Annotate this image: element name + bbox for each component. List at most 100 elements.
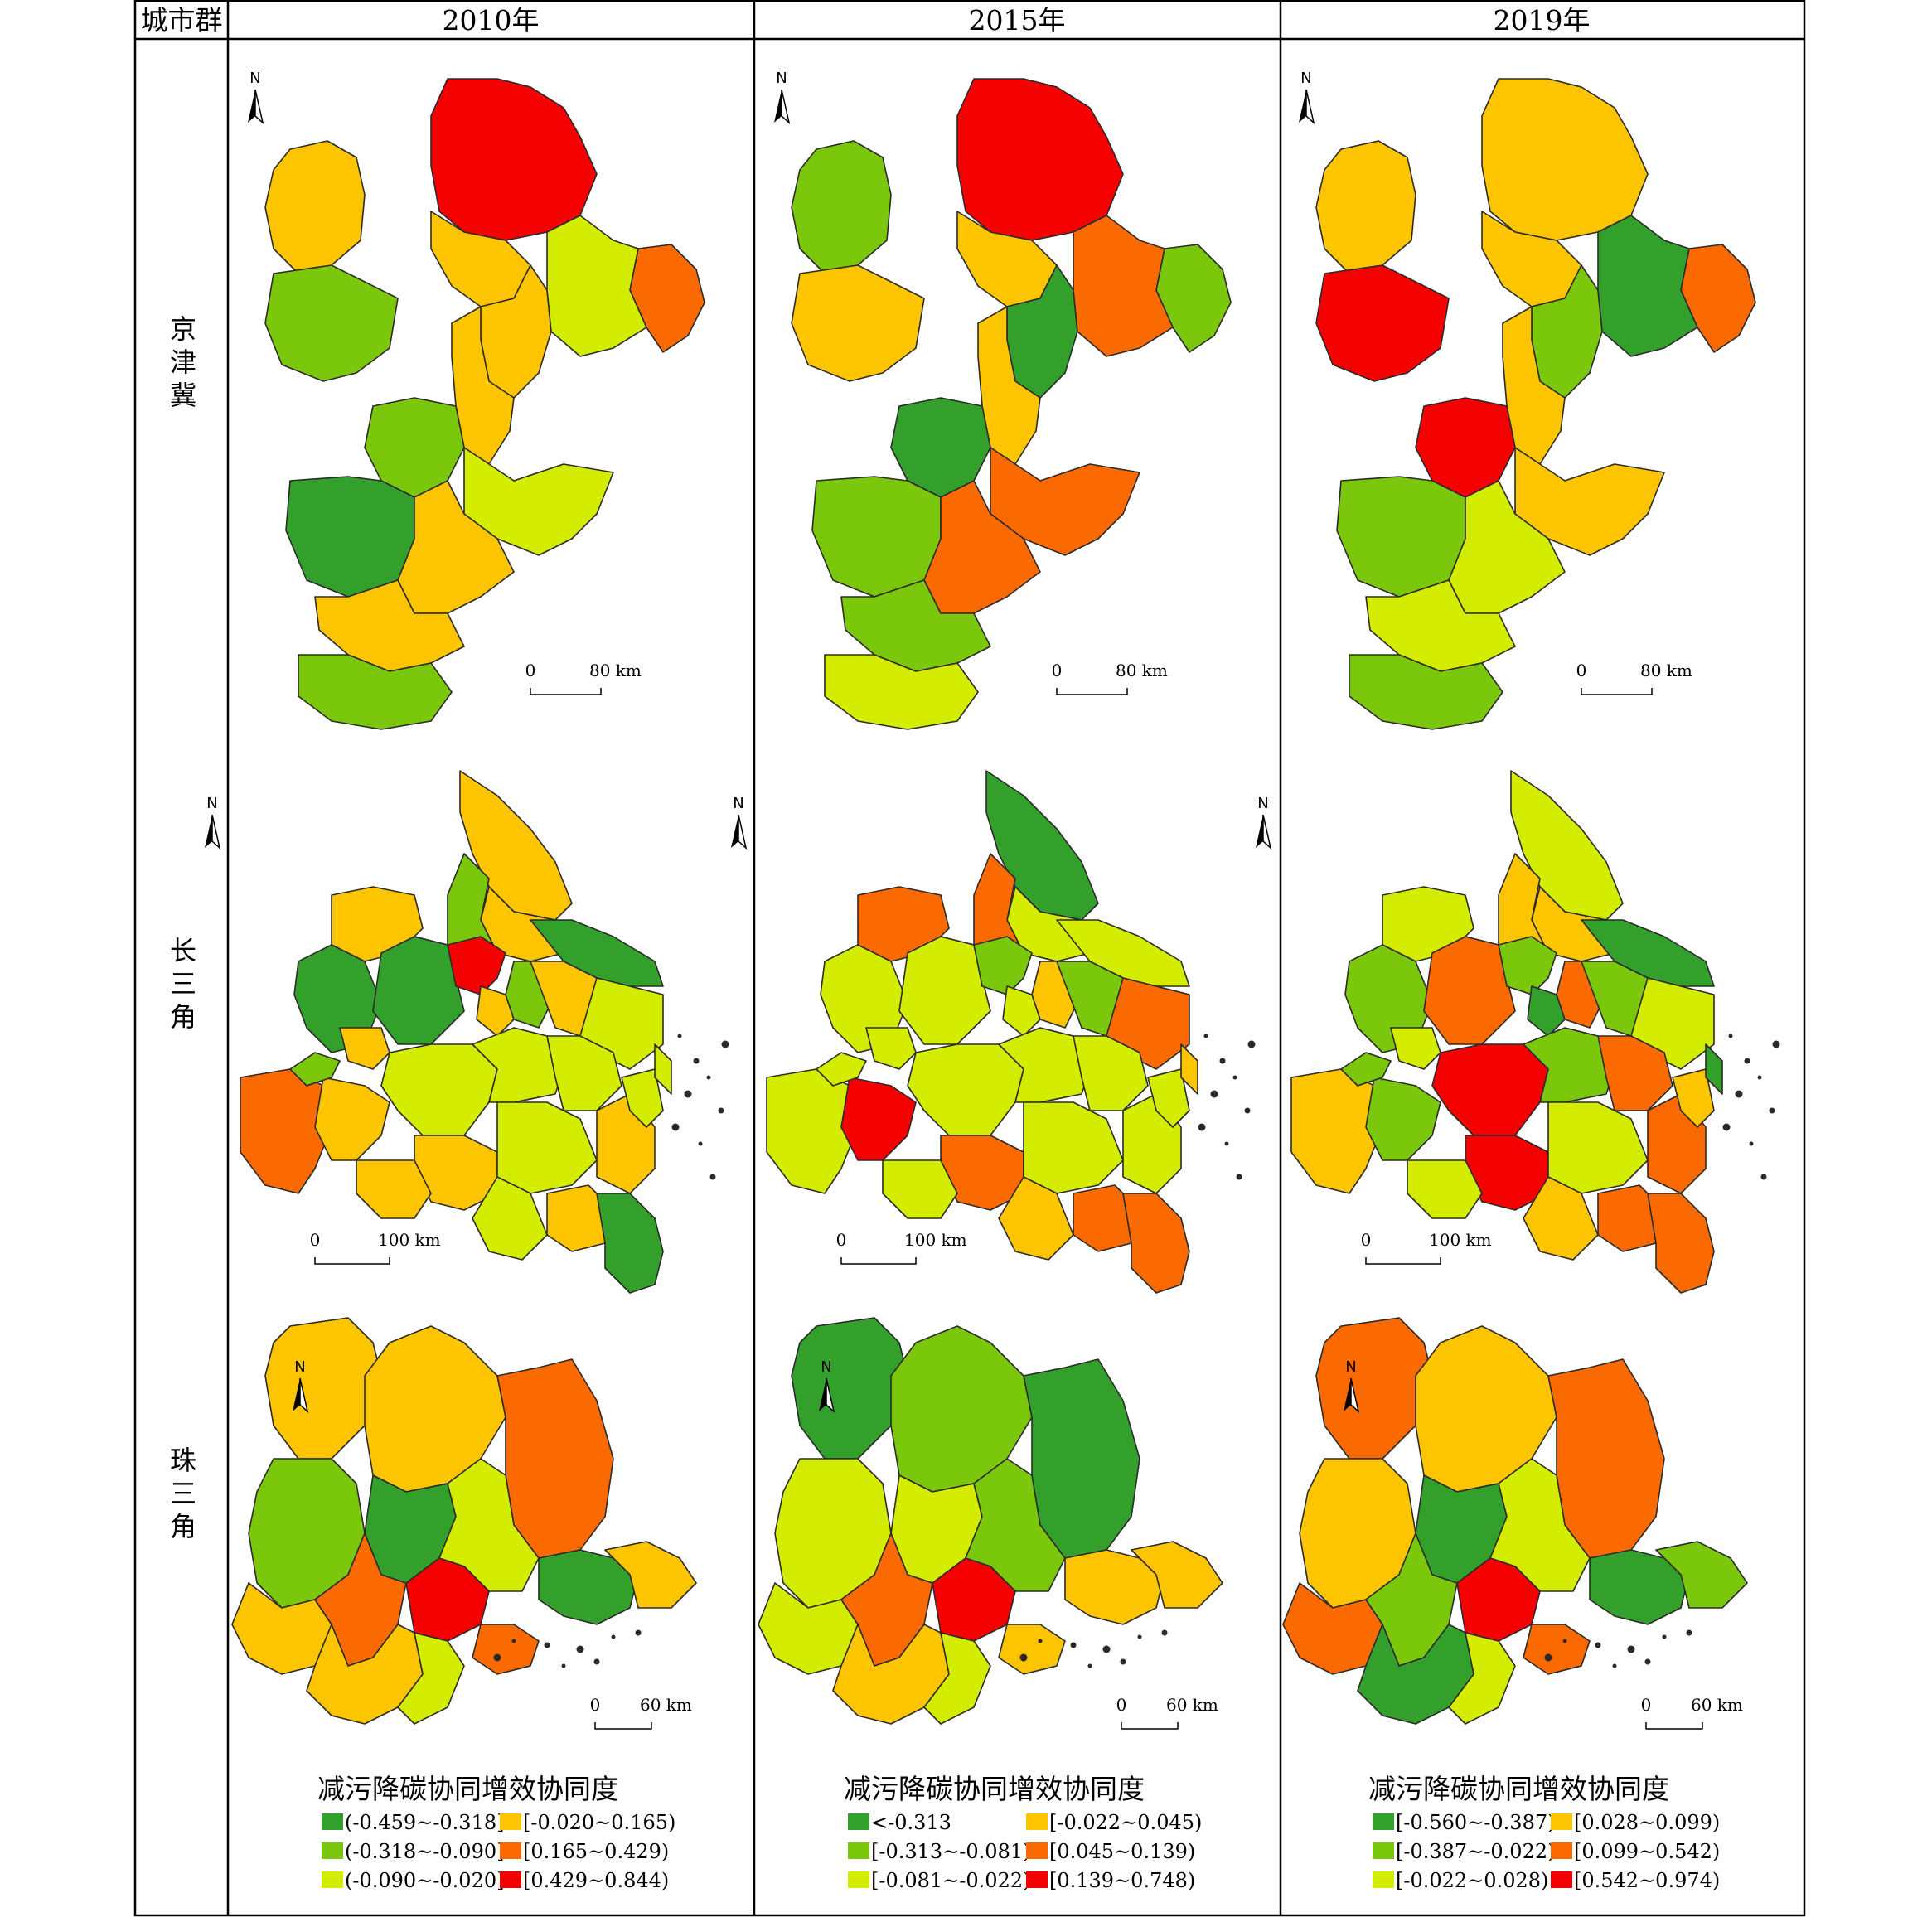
- legend-item-label: (-0.090~-0.020]: [345, 1869, 504, 1892]
- island-csj-2015-6: [1224, 1141, 1229, 1146]
- region-zsj-2015-11: [923, 1632, 991, 1725]
- scale-label-distance: 60 km: [640, 1695, 692, 1715]
- row-label-zsj: 珠三角: [166, 1446, 197, 1546]
- island-zsj-2019-6: [1612, 1663, 1617, 1668]
- scale-label-zero: 0: [836, 1230, 847, 1250]
- region-csj-2010-7: [447, 936, 506, 995]
- region-jjj-2015-13: [824, 654, 979, 730]
- region-csj-2019-25: [1672, 1068, 1715, 1128]
- region-csj-2015-24: [865, 1027, 917, 1070]
- legend-item-label: [0.099~0.542): [1574, 1840, 1720, 1863]
- legend-2010: 减污降碳协同增效协同度 (-0.459~-0.318] (-0.318~-0.090…: [317, 1773, 675, 1892]
- scale-label-zero: 0: [1576, 661, 1587, 680]
- island-zsj-2019-5: [1544, 1653, 1552, 1662]
- region-zsj-2019-13: [1655, 1541, 1748, 1609]
- island-zsj-2010-7: [593, 1658, 600, 1665]
- island-csj-2019-4: [1769, 1107, 1775, 1114]
- region-jjj-2015-5: [791, 264, 925, 382]
- island-csj-2010-6: [698, 1141, 703, 1146]
- region-csj-2019-27: [1705, 1043, 1723, 1095]
- island-csj-2019-1: [1744, 1058, 1750, 1064]
- island-csj-2010-4: [718, 1107, 724, 1114]
- region-jjj-2010-11: [397, 480, 515, 614]
- north-arrow-icon: [1298, 69, 1315, 123]
- legend-2019: 减污降碳协同增效协同度 [-0.560~-0.387) [-0.387~-0.022…: [1368, 1773, 1720, 1892]
- legend-swatch: [1551, 1813, 1572, 1830]
- map-csj-2019: [1290, 770, 1780, 1294]
- region-jjj-2010-12: [314, 579, 465, 672]
- legend-item-label: (-0.459~-0.318]: [345, 1811, 504, 1834]
- region-zsj-2019-11: [1448, 1632, 1516, 1725]
- legend-item-label: (-0.318~-0.090]: [345, 1840, 504, 1863]
- region-zsj-2010-11: [397, 1632, 465, 1725]
- region-csj-2010-18: [496, 1101, 598, 1194]
- scale-bar-jjj-2019: 0 80 km: [1576, 661, 1692, 695]
- north-arrow-icon: [730, 794, 747, 849]
- island-csj-2015-1: [1219, 1058, 1226, 1064]
- legend-item-label: [-0.560~-0.387): [1396, 1811, 1555, 1834]
- region-jjj-2010-0: [264, 140, 366, 274]
- region-jjj-2019-12: [1365, 579, 1516, 672]
- island-zsj-2019-4: [1686, 1629, 1692, 1636]
- region-jjj-2019-0: [1315, 140, 1416, 274]
- region-zsj-2010-8: [538, 1549, 639, 1625]
- scale-bar-jjj-2015: 0 80 km: [1052, 661, 1168, 695]
- region-csj-2019-18: [1547, 1101, 1649, 1194]
- island-zsj-2015-5: [1019, 1653, 1028, 1662]
- region-csj-2015-18: [1023, 1101, 1124, 1194]
- region-jjj-2015-1: [956, 78, 1124, 241]
- island-zsj-2010-3: [611, 1634, 616, 1639]
- region-zsj-2019-2: [1547, 1358, 1665, 1559]
- scale-label-distance: 60 km: [1166, 1695, 1218, 1715]
- region-csj-2019-6: [1423, 936, 1516, 1045]
- region-jjj-2019-1: [1481, 78, 1649, 241]
- legend-swatch: [500, 1842, 521, 1859]
- legend-item-label: [-0.313~-0.081): [871, 1840, 1030, 1863]
- region-csj-2015-7: [973, 936, 1033, 995]
- region-zsj-2015-1: [890, 1325, 1033, 1493]
- region-zsj-2019-12: [1523, 1624, 1591, 1675]
- island-csj-2015-0: [1203, 1034, 1208, 1038]
- region-jjj-2010-10: [285, 476, 415, 598]
- region-csj-2015-13: [840, 1077, 917, 1161]
- island-zsj-2010-0: [511, 1639, 516, 1643]
- scale-label-distance: 60 km: [1691, 1695, 1743, 1715]
- region-jjj-2015-2: [1155, 244, 1232, 353]
- island-zsj-2019-3: [1662, 1634, 1667, 1639]
- region-zsj-2010-6: [438, 1458, 540, 1592]
- island-csj-2015-8: [1247, 1040, 1256, 1048]
- island-csj-2019-2: [1735, 1090, 1743, 1098]
- region-csj-2010-25: [621, 1068, 664, 1128]
- region-zsj-2010-2: [496, 1358, 614, 1559]
- island-zsj-2015-0: [1038, 1639, 1043, 1643]
- scale-label-distance: 80 km: [1640, 661, 1692, 680]
- island-csj-2019-0: [1728, 1034, 1733, 1038]
- year-header-2015: 2015年: [969, 4, 1066, 36]
- region-csj-2010-6: [372, 936, 465, 1045]
- row-label-csj: 长三角: [166, 937, 197, 1036]
- legend-item-label: [-0.081~-0.022): [871, 1869, 1030, 1892]
- region-zsj-2015-8: [1064, 1549, 1165, 1625]
- region-csj-2015-26: [882, 1159, 958, 1219]
- legend-swatch: [1373, 1842, 1394, 1859]
- region-csj-2015-20: [998, 1176, 1074, 1261]
- legend-item-label: [0.429~0.844): [523, 1869, 669, 1892]
- island-csj-2019-7: [1760, 1174, 1767, 1180]
- scale-label-zero: 0: [1641, 1695, 1652, 1715]
- legend-swatch: [1026, 1813, 1048, 1830]
- region-jjj-2015-11: [923, 480, 1041, 614]
- island-zsj-2010-5: [493, 1653, 501, 1662]
- legend-swatch: [500, 1871, 521, 1888]
- corner-header: 城市群: [141, 4, 223, 36]
- region-csj-2019-26: [1407, 1159, 1483, 1219]
- region-csj-2010-13: [314, 1077, 390, 1161]
- island-zsj-2015-6: [1087, 1663, 1092, 1668]
- region-csj-2010-14: [380, 1043, 498, 1136]
- region-jjj-2019-13: [1349, 654, 1503, 730]
- region-csj-2010-22: [596, 1193, 664, 1294]
- island-csj-2015-5: [1198, 1123, 1206, 1131]
- island-csj-2010-5: [671, 1123, 680, 1131]
- island-csj-2015-3: [1232, 1075, 1237, 1080]
- region-zsj-2019-0: [1315, 1317, 1433, 1460]
- region-csj-2015-27: [1180, 1043, 1198, 1095]
